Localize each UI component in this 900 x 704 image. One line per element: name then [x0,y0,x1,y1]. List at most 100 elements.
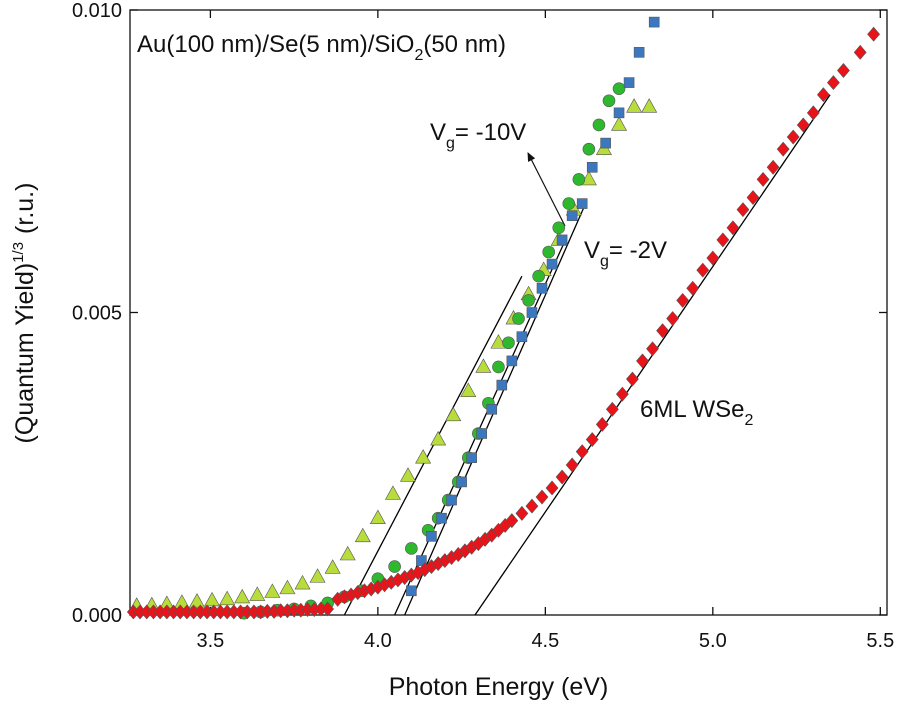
square-marker [406,585,417,597]
annotation: 6ML WSe2 [640,396,753,429]
triangle-marker [234,588,251,604]
triangle-marker [430,430,447,446]
circle-marker [602,94,616,108]
triangle-marker [641,98,658,113]
diamond-marker [535,489,549,505]
annotation-part: g [446,135,455,152]
y-tick-label: 0.005 [72,303,122,325]
square-marker [556,234,568,246]
square-marker [456,476,467,488]
diamond-marker [505,513,519,529]
annotation-part: = -10V [455,119,526,146]
annotation-part: g [600,253,609,270]
diamond-marker [837,63,850,78]
circle-marker [592,118,606,132]
diamond-marker [686,280,700,296]
annotation-part: V [584,237,600,264]
diamond-marker [736,202,750,218]
triangle-marker [626,98,643,113]
diamond-marker [706,250,720,266]
triangle-marker [400,467,417,482]
x-tick-label: 5.5 [866,630,894,652]
diamond-marker [646,341,659,357]
diamond-marker [853,44,867,60]
triangle-marker [219,590,236,606]
square-marker [466,452,477,464]
annotation: Vg= -2V [584,237,667,270]
square-marker [586,162,598,173]
diamond-marker [595,416,609,432]
y-tick-label: 0.010 [72,0,122,22]
x-tick-label: 5.0 [699,630,727,652]
triangle-marker [309,568,326,583]
diamond-marker [666,311,680,327]
triangle-marker [384,485,401,500]
diamond-marker [565,457,579,473]
circle-marker [582,142,596,156]
square-marker [600,137,611,149]
square-marker [446,494,457,506]
diamond-marker [756,171,770,187]
diamond-marker [867,26,880,42]
y-axis-title-part: (Quantum Yield) [11,263,39,444]
diamond-marker [716,232,730,248]
diamond-marker [806,105,820,121]
circle-marker [532,269,545,283]
triangle-marker [324,559,341,574]
diamond-marker [555,469,569,485]
diamond-marker [776,141,790,157]
diamond-marker [816,87,830,103]
y-tick-label: 0.000 [72,605,122,627]
circle-marker [552,221,566,235]
triangle-marker [249,586,266,601]
square-marker [536,282,548,294]
diamond-marker [656,323,669,339]
triangle-marker [445,406,462,422]
circle-marker [405,542,418,555]
triangle-marker [188,593,206,608]
triangle-marker [415,449,432,464]
annotation-part: 2 [414,47,423,64]
diamond-marker [615,386,629,402]
diamond-marker [545,480,559,496]
square-marker [496,379,508,391]
annotation-part: 6ML WSe [640,396,744,423]
x-tick-label: 3.5 [196,630,224,652]
diamond-marker [726,220,740,236]
annotation-part: Au(100 nm)/Se(5 nm)/SiO [137,31,414,58]
circle-marker [612,82,626,95]
square-marker [516,331,528,343]
annotation-part: (50 nm) [423,31,506,58]
triangle-marker [204,591,221,607]
triangle-marker [490,334,507,349]
y-axis-title-part: (r.u.) [11,183,39,234]
diamond-marker [746,190,760,206]
circle-marker [572,173,586,186]
circle-marker [562,197,576,210]
square-marker [633,47,645,58]
circle-marker [522,294,535,307]
triangle-marker [475,358,492,373]
x-tick-label: 4.0 [364,630,392,652]
diamond-marker [575,444,589,460]
x-tick-label: 4.5 [531,630,559,652]
diamond-marker [827,75,840,91]
y-axis-title-part: 1/3 [10,242,27,263]
diamond-marker [321,601,335,617]
diamond-marker [696,262,710,278]
square-marker [623,77,635,88]
circle-marker [542,245,555,259]
square-marker [566,210,578,221]
annotation-part: = -2V [609,237,667,264]
annotation: Vg= -10V [430,119,526,152]
circle-marker [502,336,515,350]
square-marker [436,512,447,524]
triangle-marker [294,574,311,590]
triangle-marker [611,116,628,131]
square-marker [546,258,558,270]
square-marker [648,16,660,28]
annotation-part: 2 [744,412,753,429]
y-axis-title: (Quantum Yield)1/3 (r.u.) [10,183,39,444]
